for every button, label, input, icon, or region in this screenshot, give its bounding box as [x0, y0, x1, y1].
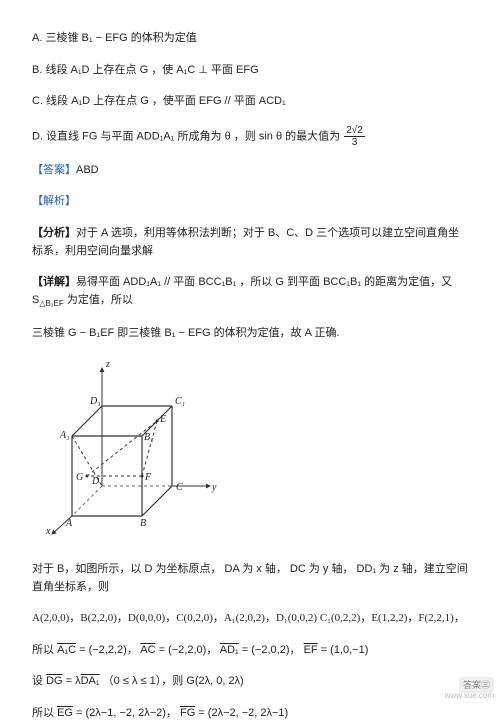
fg-val: = (2λ−2, −2, 2λ−1) [195, 707, 288, 719]
xiangjie-line2: 三棱锥 G − B₁EF 即三棱锥 B₁ − EFG 的体积为定值，故 A 正确… [32, 325, 468, 343]
cube-diagram: z y x A B C D A₁ B₁ C₁ D₁ E F G [32, 356, 468, 543]
option-d-prefix: D. 设直线 FG 与平面 ADD₁A₁ 所成角为 θ ，则 sin θ 的最大… [32, 130, 343, 142]
label-G: G [76, 472, 83, 483]
vec-line: 所以 A₁C = (−2,2,2)， AC = (−2,2,0)， AD₁ = … [32, 642, 468, 660]
option-d-frac: 2√2 3 [344, 125, 365, 148]
option-d: D. 设直线 FG 与平面 ADD₁A₁ 所成角为 θ ，则 sin θ 的最大… [32, 125, 468, 148]
label-B1: B₁ [144, 432, 154, 443]
label-F: F [144, 472, 152, 483]
eg-line: 所以 EG = (2λ−1, −2, 2λ−2)， FG = (2λ−2, −2… [32, 705, 468, 722]
answer-value: ABD [76, 164, 99, 176]
vec-fg: FG [180, 707, 195, 719]
parB-line1: 对于 B，如图所示，以 D 为坐标原点， DA 为 x 轴， DC 为 y 轴，… [32, 561, 468, 596]
vec-ad1-label: AD₁ [220, 644, 239, 656]
label-C1: C₁ [175, 396, 185, 407]
vec-ac1-val: = (−2,2,2)， [76, 644, 140, 656]
option-b: B. 线段 A₁D 上存在点 G ，使 A₁C ⊥ 平面 EFG [32, 62, 468, 80]
label-y: y [211, 482, 217, 493]
label-C: C [176, 482, 183, 493]
fenxi-text: 对于 A 选项，利用等体积法判断；对于 B、C、D 三个选项可以建立空间直角坐标… [32, 227, 459, 257]
label-B: B [140, 518, 146, 529]
analysis-label-text: 【解析】 [32, 195, 76, 207]
label-D: D [91, 476, 100, 487]
label-A1: A₁ [59, 430, 70, 441]
fenxi-label: 【分析】 [32, 227, 76, 239]
option-c: C. 线段 A₁D 上存在点 G ，使平面 EFG // 平面 ACD₁ [32, 93, 468, 111]
label-z: z [105, 359, 110, 370]
label-A: A [65, 518, 73, 529]
vec-ef-label: EF [304, 644, 318, 656]
jiexi-label: 【解析】 [32, 193, 468, 211]
fenxi-line: 【分析】对于 A 选项，利用等体积法判断；对于 B、C、D 三个选项可以建立空间… [32, 225, 468, 260]
answer-line: 【答案】ABD [32, 162, 468, 180]
cube-svg: z y x A B C D A₁ B₁ C₁ D₁ E F G [32, 356, 222, 536]
vec-dg: DG [46, 675, 63, 687]
vec-ad1-val: = (−2,0,2)， [239, 644, 304, 656]
answer-label: 【答案】 [32, 164, 76, 176]
dg-cond: （0 ≤ λ ≤ 1），则 G(2λ, 0, 2λ) [103, 675, 244, 687]
eg-val: = (2λ−1, −2, 2λ−2)， [73, 707, 180, 719]
vec-ef-val: = (1,0,−1) [318, 644, 369, 656]
label-x: x [45, 526, 51, 536]
xiangjie-after: 为定值，所以 [64, 294, 133, 306]
xiangjie-line1: 【详解】易得平面 ADD₁A₁ // 平面 BCC₁B₁ ，所以 G 到平面 B… [32, 274, 468, 311]
xiangjie-sub: △B₁EF [39, 299, 63, 308]
dg-line: 设 DG = λDA₁ （0 ≤ λ ≤ 1），则 G(2λ, 0, 2λ) [32, 673, 468, 691]
vec-ac1-label: A₁C [57, 644, 76, 656]
footer-watermark: www.xue.com [445, 690, 494, 703]
vec-prefix: 所以 [32, 644, 57, 656]
vec-ac-val: = (−2,2,0)， [156, 644, 220, 656]
vec-da1: DA₁ [81, 675, 100, 687]
frac-den: 3 [344, 137, 365, 148]
vec-eg: EG [57, 707, 73, 719]
option-a: A. 三棱锥 B₁ − EFG 的体积为定值 [32, 30, 468, 48]
parB-coords: A(2,0,0)，B(2,2,0)，D(0,0,0)，C(0,2,0)，A₁(2… [32, 610, 468, 628]
vec-ac-label: AC [140, 644, 155, 656]
frac-num: 2√2 [344, 125, 365, 137]
label-E: E [159, 414, 166, 425]
label-D1: D₁ [89, 396, 101, 407]
xiangjie-label: 【详解】 [32, 276, 76, 288]
eg-prefix: 所以 [32, 707, 57, 719]
dg-prefix: 设 [32, 675, 46, 687]
